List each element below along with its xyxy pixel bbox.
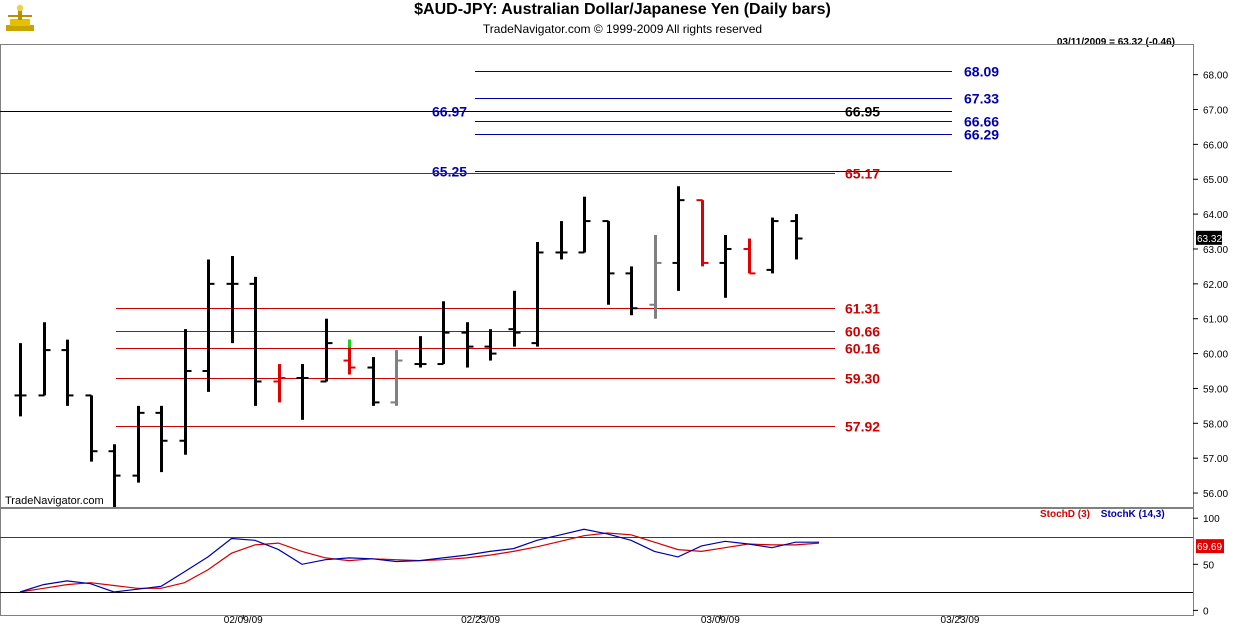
stochastic-panel: 100 50 0 69.69 (0, 514, 1224, 617)
y-tick-label: 62.00 (1203, 280, 1228, 291)
last-price-label: 63.32 (1197, 234, 1222, 245)
price-bar (38, 322, 51, 397)
stochk-line (19, 528, 819, 593)
stochd-line (19, 532, 820, 593)
last-quote-readout: 03/11/2009 = 63.32 (-0.46) (1056, 37, 1175, 48)
tradenavigator-logo-icon (6, 4, 34, 31)
level-label: 66.97 (432, 104, 467, 120)
level-label: 67.33 (964, 91, 999, 107)
y-tick-label: 56.00 (1203, 489, 1228, 500)
level-label: 59.30 (845, 371, 880, 387)
price-bar (414, 336, 427, 368)
indicator-tick-label: 100 (1203, 514, 1220, 525)
price-bar (743, 238, 756, 275)
price-bar (273, 364, 286, 403)
y-tick-label: 57.00 (1203, 454, 1228, 465)
x-tick-label: 03/23/09 (941, 615, 980, 626)
level-label: 66.29 (964, 127, 999, 143)
price-bar (602, 220, 615, 305)
y-tick-label: 64.00 (1203, 210, 1228, 221)
price-bars (14, 186, 803, 507)
price-bar (696, 199, 709, 267)
price-bar (226, 255, 239, 344)
date-axis: 02/09/09 02/23/09 03/09/09 03/23/09 (224, 615, 980, 626)
price-bar (766, 217, 779, 274)
price-bar (719, 235, 732, 298)
price-axis: 68.00 67.00 66.00 65.00 64.00 63.00 62.00 61.00… (1193, 71, 1228, 500)
y-tick-label: 59.00 (1203, 384, 1228, 395)
price-bar (461, 322, 474, 368)
last-price-box (1196, 230, 1222, 245)
price-bar (202, 259, 215, 392)
level-label: 66.66 (964, 114, 999, 130)
price-bar (108, 444, 121, 507)
level-label: 60.66 (845, 324, 880, 340)
price-bar (61, 339, 74, 406)
price-bar (367, 357, 380, 406)
price-bar (390, 350, 403, 406)
y-tick-label: 61.00 (1203, 315, 1228, 326)
price-bar (14, 343, 27, 417)
price-bar (672, 186, 685, 291)
price-bar (85, 394, 98, 462)
y-tick-label: 63.00 (1203, 245, 1228, 256)
x-tick-label: 02/23/09 (461, 615, 500, 626)
price-bar (625, 266, 638, 316)
level-label: 60.16 (845, 341, 880, 357)
x-tick-label: 03/09/09 (701, 615, 740, 626)
price-bar (132, 405, 145, 483)
chart-subtitle: TradeNavigator.com © 1999-2009 All right… (482, 22, 763, 36)
price-bar (179, 329, 192, 455)
price-bar (578, 196, 591, 254)
price-bar (320, 318, 333, 383)
level-label: 65.25 (432, 164, 467, 180)
y-tick-label: 58.00 (1203, 419, 1228, 430)
y-tick-label: 67.00 (1203, 106, 1228, 117)
level-label: 57.92 (845, 419, 880, 435)
indicator-legend: StochD (3) StochK (14,3) (1040, 509, 1165, 520)
stochd-legend: StochD (3) (1040, 509, 1090, 520)
price-bar (508, 290, 521, 347)
y-tick-label: 60.00 (1203, 350, 1228, 361)
price-bar (484, 329, 497, 361)
price-bar (296, 364, 309, 420)
price-bar (437, 301, 450, 366)
price-bar (155, 405, 168, 473)
stoch-last-label: 69.69 (1197, 542, 1222, 553)
indicator-tick-label: 50 (1203, 560, 1215, 571)
price-bar (555, 221, 568, 260)
price-bar (531, 242, 544, 347)
watermark: TradeNavigator.com (5, 495, 104, 507)
level-label: 68.09 (964, 64, 999, 80)
chart-title: $AUD-JPY: Australian Dollar/Japanese Yen… (414, 1, 831, 18)
price-bar (790, 214, 803, 260)
y-tick-label: 65.00 (1203, 175, 1228, 186)
stochk-legend: StochK (14,3) (1100, 509, 1165, 520)
x-tick-label: 02/09/09 (224, 615, 263, 626)
stoch-last-box (1196, 539, 1224, 554)
level-label: 65.17 (845, 166, 880, 182)
level-label: 66.95 (845, 104, 880, 120)
level-label: 61.31 (845, 301, 880, 317)
y-tick-label: 66.00 (1203, 140, 1228, 151)
price-bar (249, 276, 262, 406)
y-tick-label: 68.00 (1203, 71, 1228, 82)
price-bar (649, 235, 662, 319)
indicator-tick-label: 0 (1203, 606, 1209, 617)
